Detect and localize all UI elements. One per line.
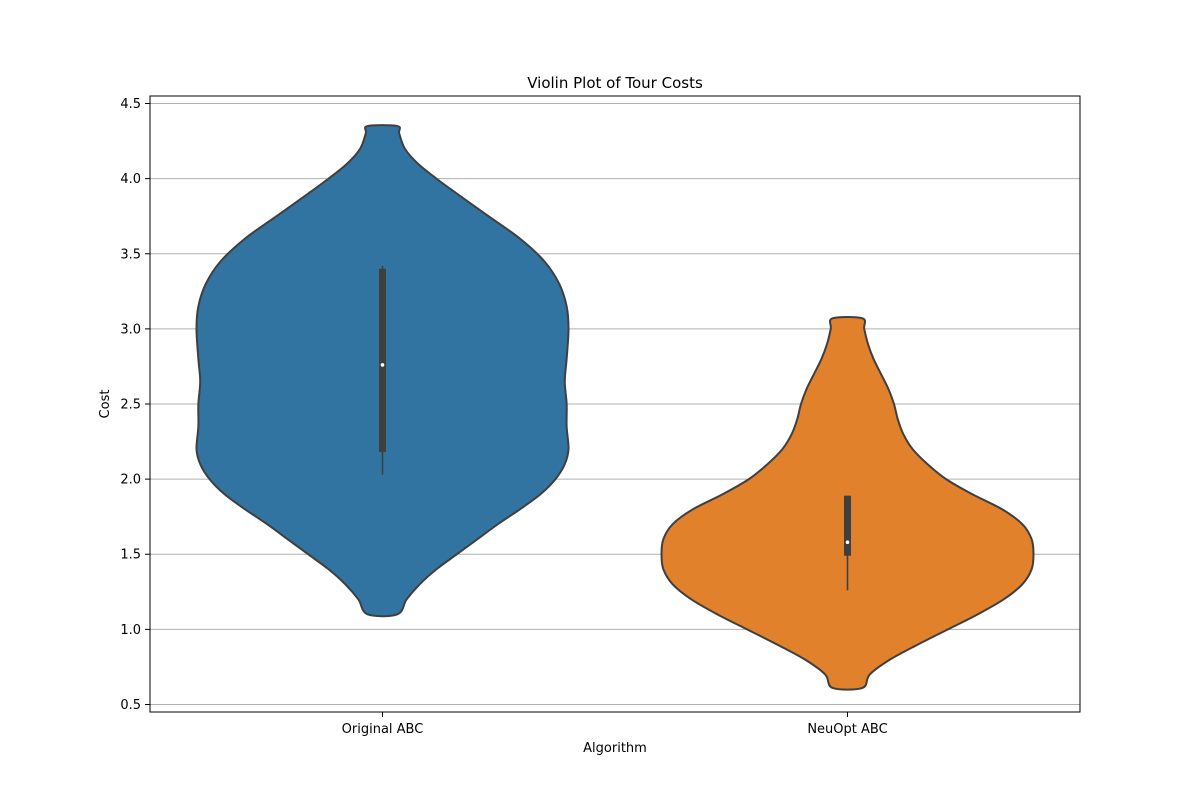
y-axis-title: Cost [98, 390, 113, 419]
x-axis-title: Algorithm [583, 741, 647, 756]
y-tick-label: 4.5 [120, 97, 141, 112]
violin-median-dot [845, 540, 850, 545]
y-tick-label: 3.5 [120, 247, 141, 262]
x-tick-label: Original ABC [342, 722, 424, 737]
x-axis: Original ABC NeuOpt ABC [342, 712, 888, 737]
y-tick-label: 2.0 [120, 473, 141, 488]
y-tick-label: 1.5 [120, 548, 141, 563]
x-tick-label: NeuOpt ABC [807, 722, 887, 737]
y-tick-label: 3.0 [120, 322, 141, 337]
y-tick-label: 4.0 [120, 172, 141, 187]
violin-iqr-box [379, 268, 386, 453]
violins [195, 124, 1035, 691]
y-tick-label: 1.0 [120, 623, 141, 638]
chart-title: Violin Plot of Tour Costs [527, 74, 703, 92]
y-tick-label: 2.5 [120, 398, 141, 413]
y-tick-label: 0.5 [120, 698, 141, 713]
violin-median-dot [380, 363, 385, 367]
y-axis: 0.5 1.0 1.5 2.0 2.5 3.0 3.5 4.0 4.5 [120, 97, 150, 713]
violin-iqr-box [844, 495, 851, 556]
